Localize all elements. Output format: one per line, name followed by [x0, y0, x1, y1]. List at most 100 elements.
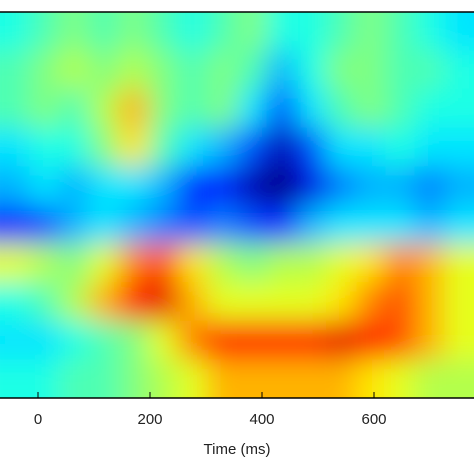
x-tick-label: 200 [137, 411, 162, 428]
heatmap-cell [118, 127, 150, 168]
heatmap-cell [177, 50, 209, 91]
heatmap-cell [59, 205, 90, 245]
heatmap-cell [207, 89, 238, 129]
heatmap-cell [148, 50, 179, 91]
heatmap-cell [355, 320, 387, 361]
heatmap-cell [88, 282, 120, 322]
heatmap-cell [59, 320, 90, 361]
heatmap-cell [118, 243, 150, 284]
heatmap-cell [118, 320, 150, 361]
heatmap-cell [207, 243, 238, 284]
heatmap-cell [148, 320, 179, 361]
heatmap-cell [385, 243, 416, 284]
heatmap-cell [0, 243, 31, 284]
heatmap-cells [0, 12, 474, 398]
heatmap-cell [59, 166, 90, 206]
heatmap-cell [29, 127, 61, 168]
heatmap-cell [444, 166, 474, 206]
heatmap-cell [266, 243, 298, 284]
heatmap-cell [385, 320, 416, 361]
heatmap-cell [444, 50, 474, 91]
heatmap-cell [237, 243, 268, 284]
heatmap-cell [355, 205, 387, 245]
heatmap-cell [296, 243, 327, 284]
heatmap-cell [266, 12, 298, 52]
heatmap-cell [414, 243, 446, 284]
heatmap-cell [148, 243, 179, 284]
heatmap-cell [266, 127, 298, 168]
heatmap-cell [177, 166, 209, 206]
heatmap-cell [355, 127, 387, 168]
heatmap-cell [325, 243, 357, 284]
heatmap-cell [355, 12, 387, 52]
heatmap-cell [325, 166, 357, 206]
heatmap-cell [207, 205, 238, 245]
heatmap [0, 12, 474, 398]
heatmap-cell [237, 282, 268, 322]
heatmap-cell [444, 127, 474, 168]
heatmap-cell [325, 89, 357, 129]
heatmap-cell [414, 166, 446, 206]
heatmap-cell [296, 50, 327, 91]
heatmap-cell [88, 127, 120, 168]
heatmap-cell [29, 282, 61, 322]
heatmap-cell [266, 320, 298, 361]
heatmap-cell [29, 166, 61, 206]
x-tick-label: 400 [249, 411, 274, 428]
heatmap-cell [325, 12, 357, 52]
heatmap-cell [296, 127, 327, 168]
heatmap-cell [88, 89, 120, 129]
heatmap-cell [207, 359, 238, 398]
heatmap-cell [0, 166, 31, 206]
heatmap-cell [237, 50, 268, 91]
heatmap-cell [444, 282, 474, 322]
heatmap-cell [88, 359, 120, 398]
heatmap-cell [0, 359, 31, 398]
heatmap-cell [266, 282, 298, 322]
heatmap-cell [414, 12, 446, 52]
heatmap-cell [0, 127, 31, 168]
heatmap-cell [266, 166, 298, 206]
heatmap-cell [177, 243, 209, 284]
heatmap-cell [29, 243, 61, 284]
heatmap-cell [59, 243, 90, 284]
heatmap-cell [444, 359, 474, 398]
heatmap-cell [385, 166, 416, 206]
heatmap-cell [296, 205, 327, 245]
heatmap-cell [88, 243, 120, 284]
heatmap-cell [355, 50, 387, 91]
heatmap-cell [237, 127, 268, 168]
heatmap-cell [325, 50, 357, 91]
heatmap-cell [385, 50, 416, 91]
heatmap-cell [207, 127, 238, 168]
heatmap-cell [59, 50, 90, 91]
heatmap-cell [355, 243, 387, 284]
heatmap-cell [385, 359, 416, 398]
heatmap-cell [266, 205, 298, 245]
heatmap-cell [266, 359, 298, 398]
heatmap-cell [237, 12, 268, 52]
heatmap-cell [29, 12, 61, 52]
heatmap-cell [177, 282, 209, 322]
x-tick-label: 0 [34, 411, 42, 428]
heatmap-cell [0, 205, 31, 245]
heatmap-cell [29, 89, 61, 129]
heatmap-cell [148, 205, 179, 245]
heatmap-cell [266, 89, 298, 129]
heatmap-cell [29, 320, 61, 361]
heatmap-cell [118, 359, 150, 398]
heatmap-cell [118, 205, 150, 245]
heatmap-cell [148, 359, 179, 398]
heatmap-cell [207, 50, 238, 91]
heatmap-cell [237, 320, 268, 361]
heatmap-cell [29, 359, 61, 398]
heatmap-cell [414, 282, 446, 322]
heatmap-cell [237, 166, 268, 206]
heatmap-cell [355, 89, 387, 129]
heatmap-cell [0, 12, 31, 52]
heatmap-cell [59, 282, 90, 322]
heatmap-cell [118, 89, 150, 129]
heatmap-cell [444, 89, 474, 129]
heatmap-cell [88, 166, 120, 206]
heatmap-cell [207, 320, 238, 361]
